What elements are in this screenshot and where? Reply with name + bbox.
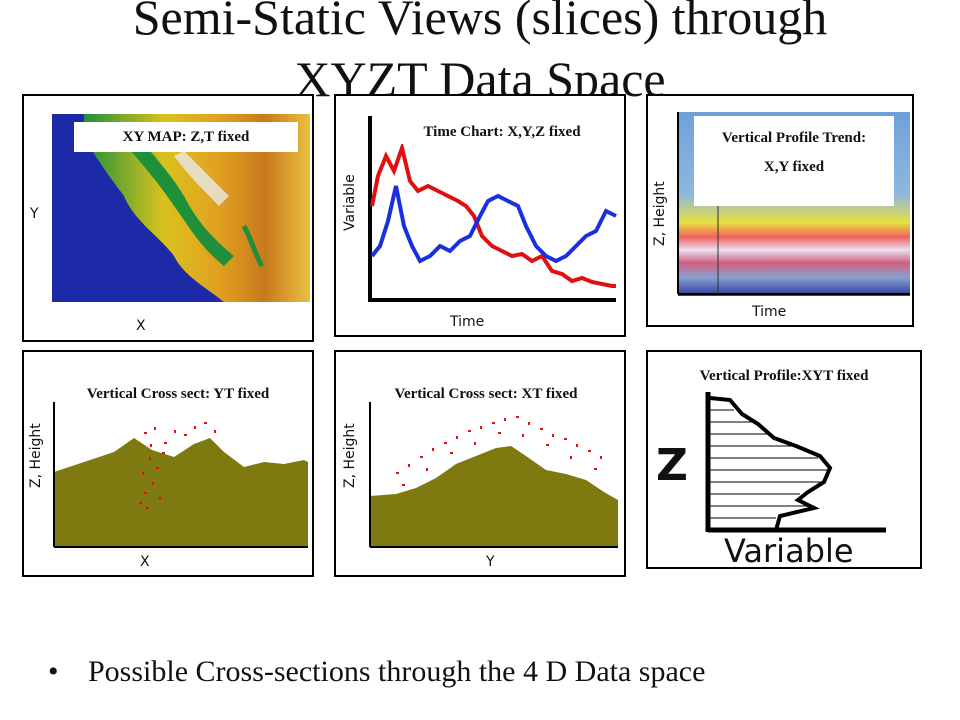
cross-section-xt-graphic: Z, Height Y (342, 402, 618, 570)
trend-y-axis: Z, Height (652, 181, 668, 246)
time-chart-panel: Variable Time Time Chart: X,Y,Z fixed (334, 94, 626, 337)
time-chart-blue-series (370, 185, 617, 264)
vertical-profile-panel: Z Variable Vertical Profile:XYT fixed (646, 350, 922, 569)
profile-x-axis: Variable (724, 532, 854, 569)
xy-map-label: XY MAP: Z,T fixed (74, 122, 298, 152)
xy-map-y-axis: Y (29, 206, 39, 222)
bullet-text: Possible Cross-sections through the 4 D … (88, 655, 706, 688)
xt-label: Vertical Cross sect: XT fixed (394, 386, 578, 402)
trend-label: Vertical Profile Trend: X,Y fixed (694, 116, 894, 206)
trend-x-axis: Time (751, 304, 786, 320)
cross-section-yt-graphic: Z, Height X (28, 402, 308, 570)
yt-label: Vertical Cross sect: YT fixed (86, 386, 270, 402)
vertical-profile-trend-panel: Z, Height Time Vertical Profile Trend: X… (646, 94, 914, 327)
time-chart-y-axis: Variable (342, 174, 358, 231)
yt-terrain (54, 438, 308, 546)
trend-label-line2: X,Y fixed (763, 159, 825, 175)
time-chart-label: Time Chart: X,Y,Z fixed (388, 120, 616, 144)
map-ridge (241, 224, 265, 268)
profile-curve (709, 396, 833, 531)
yt-scatter (139, 422, 216, 509)
slide-title-line1: Semi-Static Views (slices) through (132, 0, 828, 45)
cross-section-yt-panel: Z, Height X Vertical Cross sect: YT fixe… (22, 350, 314, 577)
time-chart-axes (368, 116, 616, 302)
vertical-profile-graphic: Z Variable (656, 392, 886, 569)
time-chart-red-series (370, 140, 616, 288)
xy-map-panel: Y X XY MAP: Z,T fixed (22, 94, 314, 342)
xt-scatter (396, 416, 602, 486)
bullet-symbol: • (48, 655, 59, 688)
xt-x-axis: Y (485, 554, 495, 570)
xt-y-axis: Z, Height (342, 423, 358, 488)
time-chart-x-axis: Time (449, 314, 484, 330)
map-valley (119, 131, 234, 266)
cross-section-xt-panel: Z, Height Y Vertical Cross sect: XT fixe… (334, 350, 626, 577)
profile-hatch-lines (708, 409, 828, 519)
xy-map-x-axis: X (136, 318, 146, 334)
time-chart-graphic: Variable Time (342, 116, 617, 330)
xt-terrain (370, 446, 618, 546)
yt-x-axis: X (140, 554, 150, 570)
slide-title: Semi-Static Views (slices) through XYZT … (0, 0, 960, 110)
profile-label: Vertical Profile:XYT fixed (699, 368, 869, 384)
trend-label-line1: Vertical Profile Trend: (721, 130, 867, 146)
profile-y-axis: Z (656, 440, 688, 491)
yt-y-axis: Z, Height (28, 423, 44, 488)
map-snow (174, 151, 229, 206)
